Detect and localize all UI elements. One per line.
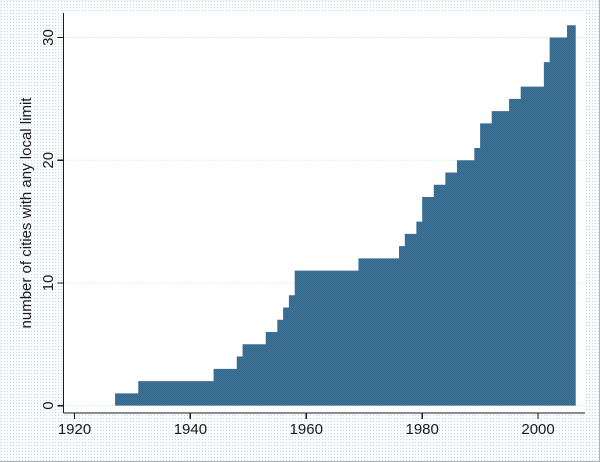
y-tick-label: 20 — [40, 152, 57, 169]
x-tick-label: 1920 — [58, 421, 91, 438]
x-tick-label: 1960 — [290, 421, 323, 438]
x-tick-label: 1980 — [405, 421, 438, 438]
y-axis-title: number of cities with any local limit — [18, 97, 35, 329]
x-tick-label: 2000 — [521, 421, 554, 438]
x-tick-label: 1940 — [174, 421, 207, 438]
y-tick-label: 30 — [40, 29, 57, 46]
y-tick-label: 0 — [40, 401, 57, 409]
y-tick-label: 10 — [40, 275, 57, 292]
area-series — [115, 25, 576, 406]
